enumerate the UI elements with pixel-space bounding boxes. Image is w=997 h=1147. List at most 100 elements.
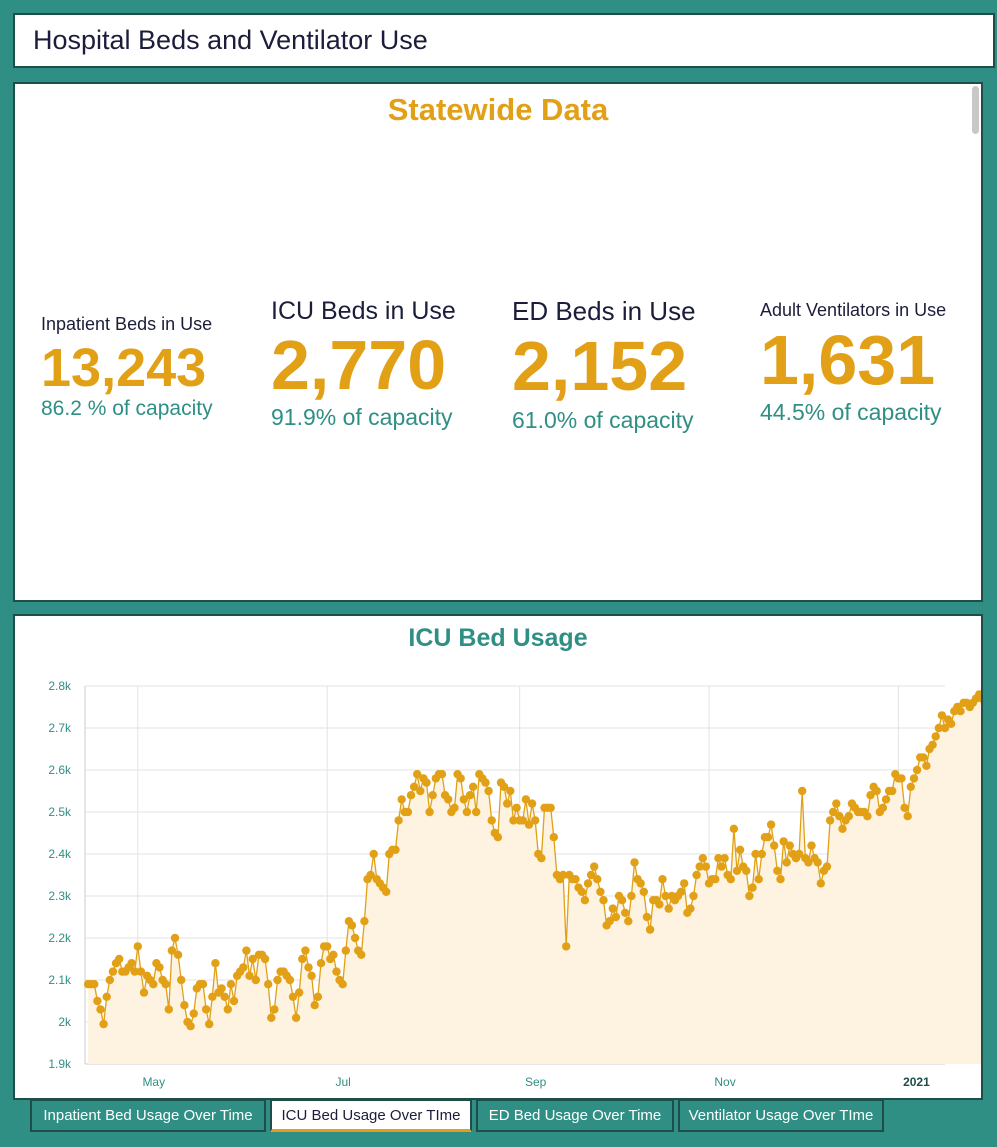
data-point	[509, 816, 518, 825]
data-point	[205, 1019, 214, 1029]
data-point	[304, 963, 313, 972]
data-point	[391, 845, 400, 854]
data-point	[161, 980, 170, 989]
tab-ed-bed-usage[interactable]: ED Bed Usage Over Time	[476, 1099, 674, 1132]
data-point	[369, 849, 378, 859]
data-point	[546, 803, 555, 812]
data-point	[96, 1005, 105, 1014]
data-point	[621, 908, 630, 917]
y-tick-label: 2.3k	[48, 889, 72, 903]
data-point	[726, 875, 735, 884]
data-point	[220, 992, 229, 1001]
data-point	[881, 795, 891, 804]
data-point	[695, 862, 704, 871]
data-point	[742, 866, 751, 875]
data-point	[922, 761, 931, 770]
data-point	[835, 812, 844, 821]
data-point	[413, 770, 422, 779]
data-point	[978, 694, 981, 703]
data-point	[493, 833, 503, 842]
tab-icu-bed-usage[interactable]: ICU Bed Usage Over TIme	[270, 1099, 472, 1132]
data-point	[822, 862, 832, 871]
data-point	[264, 980, 273, 989]
data-point	[757, 849, 766, 859]
data-point	[201, 1005, 211, 1014]
data-point	[732, 866, 742, 875]
data-point	[248, 954, 257, 964]
dashboard-title: Hospital Beds and Ventilator Use	[33, 25, 428, 55]
data-point	[503, 799, 512, 808]
data-point	[180, 1001, 189, 1010]
inpatient-beds-label: Inpatient Beds in Use	[41, 314, 213, 334]
data-point	[940, 723, 950, 733]
data-point	[608, 904, 617, 913]
data-point	[686, 904, 695, 913]
data-point	[586, 870, 596, 880]
ventilators-value: 1,631	[760, 321, 936, 399]
data-point	[766, 820, 776, 829]
statewide-data-title: Statewide Data	[387, 92, 609, 127]
data-point	[680, 879, 689, 888]
data-point	[139, 988, 149, 997]
icu-bed-usage-panel: ICU Bed Usage 1.9k 2k 2.1k 2.2k 2.3k 2.4k 2.5k…	[13, 614, 983, 1100]
data-point	[115, 954, 124, 964]
data-point	[93, 996, 102, 1006]
data-point	[459, 795, 468, 804]
data-point	[406, 791, 416, 800]
data-point	[562, 942, 571, 951]
inpatient-beds-stat: Inpatient Beds in Use 13,243 86.2 % of c…	[41, 314, 213, 421]
data-point	[428, 791, 437, 800]
data-point	[931, 732, 940, 741]
data-point	[785, 841, 794, 850]
tab-ventilator-usage[interactable]: Ventilator Usage Over TIme	[678, 1099, 884, 1132]
y-tick-label: 2.4k	[48, 847, 72, 861]
data-point	[580, 896, 590, 905]
data-point	[630, 858, 639, 867]
data-point	[776, 875, 785, 884]
data-point	[773, 866, 782, 875]
x-tick-label: May	[142, 1075, 165, 1089]
panel-scrollbar-thumb[interactable]	[972, 86, 979, 134]
data-point	[229, 996, 239, 1006]
y-tick-label: 1.9k	[48, 1057, 72, 1071]
data-point	[450, 803, 459, 812]
data-point	[661, 891, 670, 901]
data-point	[198, 980, 208, 989]
data-point	[130, 967, 139, 976]
data-point	[676, 887, 686, 896]
data-point	[472, 807, 481, 817]
data-point	[527, 799, 537, 808]
y-tick-label: 2.7k	[48, 721, 72, 735]
ed-beds-stat: ED Beds in Use 2,152 61.0% of capacity	[512, 296, 696, 434]
data-point	[251, 975, 260, 985]
icu-bed-usage-chart[interactable]: 1.9k 2k 2.1k 2.2k 2.3k 2.4k 2.5k 2.6k 2.7k 2.8k Ma…	[15, 616, 981, 1098]
data-point	[350, 933, 360, 943]
y-tick-label: 2.2k	[48, 931, 72, 945]
data-point	[909, 774, 919, 783]
data-point	[465, 791, 475, 800]
data-point	[636, 879, 645, 888]
data-point	[487, 816, 496, 825]
data-point	[127, 959, 136, 968]
data-point	[754, 875, 763, 884]
series-area	[88, 694, 981, 1064]
data-point	[611, 912, 621, 922]
inpatient-beds-capacity: 86.2 % of capacity	[41, 397, 213, 420]
data-point	[937, 711, 947, 720]
data-point	[888, 786, 897, 796]
data-point	[512, 803, 521, 812]
data-point	[863, 812, 872, 821]
data-point	[829, 807, 838, 817]
data-point	[745, 891, 754, 901]
data-point	[624, 917, 633, 926]
tab-inpatient-bed-usage[interactable]: Inpatient Bed Usage Over Time	[30, 1099, 266, 1132]
data-point	[99, 1019, 108, 1029]
data-point	[720, 854, 729, 863]
data-point	[947, 719, 956, 728]
data-point	[838, 824, 847, 833]
data-point	[866, 791, 875, 800]
data-point	[583, 879, 593, 888]
data-point	[825, 816, 835, 825]
data-point	[664, 904, 673, 913]
data-point	[456, 774, 465, 783]
